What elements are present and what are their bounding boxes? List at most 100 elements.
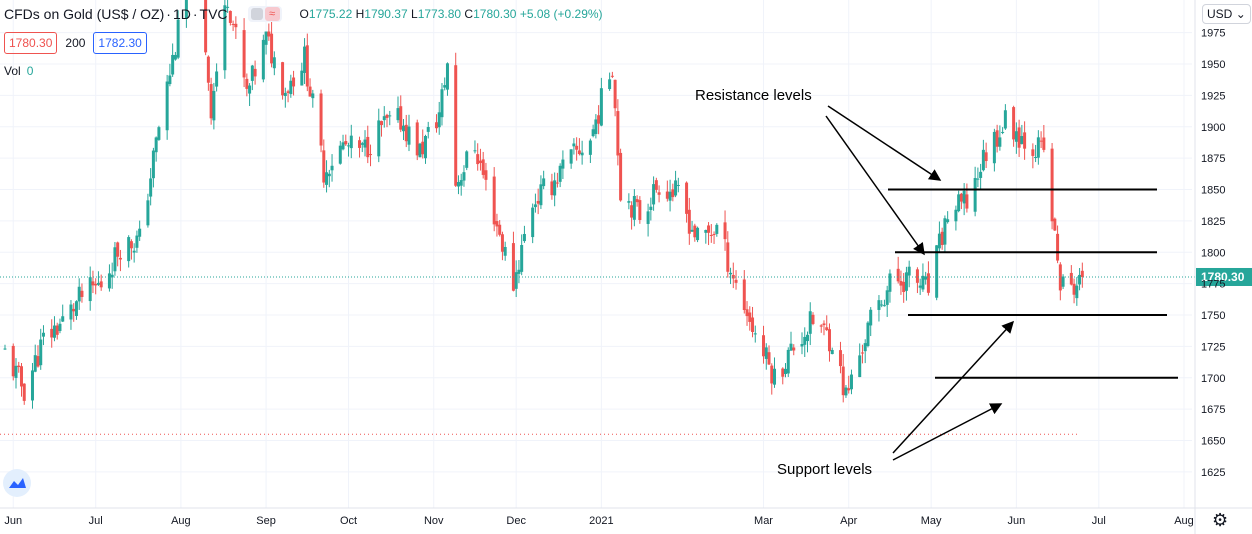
candle-body xyxy=(786,349,790,374)
candle-body xyxy=(707,225,711,233)
symbol-title[interactable]: CFDs on Gold (US$ / OZ) xyxy=(4,6,165,22)
candle-body xyxy=(311,93,315,99)
candle-body xyxy=(863,343,867,352)
x-tick-label: Apr xyxy=(840,515,857,527)
open-value: 1775.22 xyxy=(308,7,353,21)
candle-body xyxy=(204,0,208,53)
candle-body xyxy=(943,218,947,245)
candle-body xyxy=(957,194,961,212)
candle-body xyxy=(421,141,425,155)
volume-label: Vol xyxy=(4,64,21,78)
candle-body xyxy=(94,283,98,286)
candle-body xyxy=(91,281,95,286)
candle-body xyxy=(385,114,389,118)
separator: · xyxy=(166,6,171,22)
candle-body xyxy=(228,10,232,23)
candle-body xyxy=(264,31,268,45)
candle-body xyxy=(522,233,526,242)
candle-body xyxy=(531,207,535,238)
candle-body xyxy=(1034,156,1038,158)
sell-price-button[interactable]: 1780.30 xyxy=(4,32,58,54)
candle-body xyxy=(685,182,689,214)
candle-body xyxy=(1061,276,1065,287)
resistance-levels-label: Resistance levels xyxy=(695,87,812,104)
candle-body xyxy=(866,322,870,346)
candle-body xyxy=(803,336,807,345)
candle-body xyxy=(599,88,603,126)
candle-body xyxy=(404,124,408,142)
candle-body xyxy=(709,234,713,236)
candle-body xyxy=(281,62,285,96)
candle-body xyxy=(830,349,834,355)
x-tick-label: Jun xyxy=(4,515,22,527)
candle-body xyxy=(423,135,427,159)
candle-body xyxy=(473,150,477,152)
candle-body xyxy=(588,140,592,155)
candle-body xyxy=(146,200,150,226)
candle-body xyxy=(41,332,45,337)
candle-body xyxy=(729,272,733,275)
tradingview-logo-icon[interactable] xyxy=(3,469,31,497)
candle-body xyxy=(844,387,848,396)
interval-label[interactable]: 1D xyxy=(172,6,191,22)
annotation-arrow xyxy=(892,320,1015,454)
candle-body xyxy=(885,290,889,305)
x-tick-label: Aug xyxy=(1174,515,1194,527)
candle-body xyxy=(363,139,367,148)
candle-body xyxy=(858,355,862,378)
currency-dropdown[interactable]: USD ⌄ xyxy=(1202,4,1251,24)
candle-body xyxy=(184,0,188,19)
candle-body xyxy=(338,145,342,164)
candle-body xyxy=(242,30,246,78)
candle-body xyxy=(1014,131,1018,142)
candle-body xyxy=(171,54,175,75)
candle-body xyxy=(676,184,680,186)
candle-body xyxy=(1031,149,1035,156)
candle-body xyxy=(723,222,727,240)
candle-body xyxy=(129,241,133,249)
candle-body xyxy=(1020,136,1024,144)
candlesticks xyxy=(3,0,1084,409)
candle-body xyxy=(33,355,37,372)
candle-body xyxy=(940,231,944,245)
ohlc-readout: O1775.22 H1790.37 L1773.80 C1780.30 +5.0… xyxy=(300,7,603,21)
candle-body xyxy=(1017,127,1021,148)
currency-label: USD xyxy=(1207,7,1233,21)
candle-body xyxy=(481,159,485,175)
candle-body xyxy=(946,219,950,223)
candle-body xyxy=(745,309,749,317)
candle-body xyxy=(366,136,370,158)
candle-body xyxy=(110,274,114,278)
candle-body xyxy=(687,209,691,234)
candle-body xyxy=(327,173,331,177)
candle-body xyxy=(781,368,785,377)
candle-body xyxy=(1039,140,1043,142)
candle-body xyxy=(954,209,958,222)
y-tick-label: 1850 xyxy=(1201,185,1225,197)
candle-body xyxy=(399,106,403,130)
x-tick-label: Dec xyxy=(506,515,526,527)
gear-icon[interactable]: ⚙ xyxy=(1212,510,1229,530)
candle-body xyxy=(245,78,249,89)
candle-body xyxy=(935,245,939,298)
candle-body xyxy=(151,150,155,179)
candle-body xyxy=(248,85,252,94)
x-tick-label: Sep xyxy=(256,515,276,527)
indicator-badge[interactable]: ≈ xyxy=(247,6,282,22)
candle-body xyxy=(36,356,40,367)
candle-body xyxy=(1003,110,1007,129)
y-tick-label: 1925 xyxy=(1201,90,1225,102)
candle-body xyxy=(904,272,908,291)
candle-body xyxy=(88,277,92,302)
close-label: C xyxy=(464,7,474,21)
candle-body xyxy=(937,233,941,249)
candle-body xyxy=(869,309,873,326)
candle-body xyxy=(715,224,719,234)
chart-grid xyxy=(0,0,1192,508)
candle-body xyxy=(17,365,21,368)
candle-body xyxy=(138,228,142,237)
candle-body xyxy=(261,39,265,80)
buy-price-button[interactable]: 1782.30 xyxy=(93,32,147,54)
